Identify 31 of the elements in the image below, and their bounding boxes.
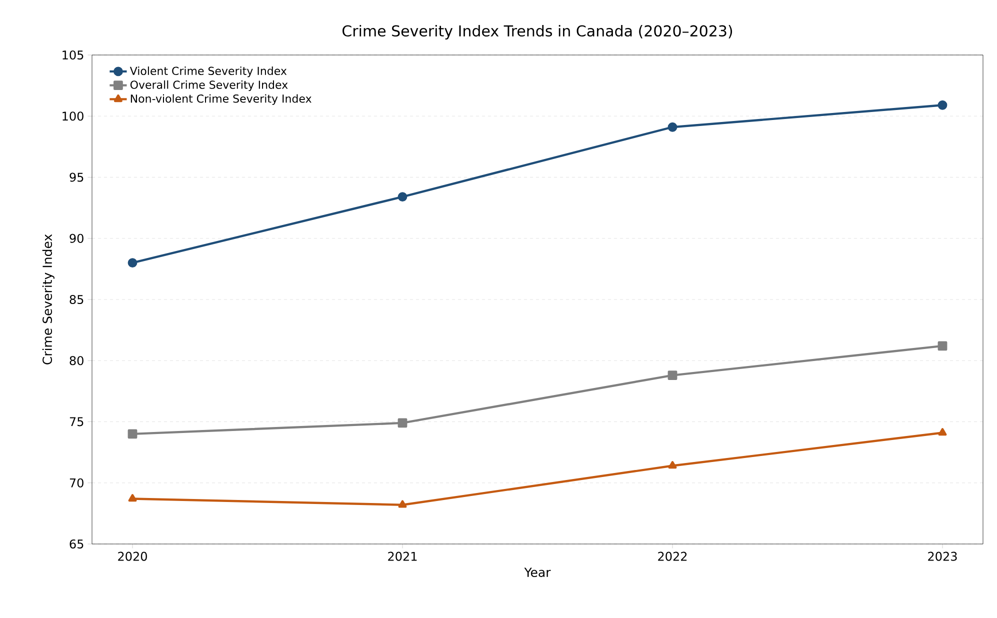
x-tick-label: 2023 (928, 552, 957, 561)
x-tick-label: 2022 (658, 552, 687, 561)
y-tick-label: 90 (70, 234, 84, 243)
point (398, 418, 408, 428)
legend-label: Non-violent Crime Severity Index (130, 94, 312, 105)
legend-label: Overall Crime Severity Index (130, 80, 288, 92)
x-tick-label: 2021 (388, 552, 417, 561)
chart-title: Crime Severity Index Trends in Canada (2020–2023) (342, 24, 732, 40)
point (398, 500, 407, 508)
point (938, 428, 947, 436)
point (128, 429, 138, 439)
x-tick-label: 2020 (118, 552, 147, 561)
point (668, 370, 678, 380)
x-axis-title: Year (524, 568, 551, 578)
y-tick-label: 100 (62, 112, 84, 121)
point (128, 258, 138, 268)
y-tick-label: 95 (70, 172, 84, 182)
y-tick-label: 65 (70, 539, 84, 549)
point (938, 341, 948, 351)
y-tick-label: 85 (70, 294, 84, 304)
point (668, 122, 678, 132)
point (128, 494, 137, 502)
point (668, 461, 677, 469)
y-tick-label: 75 (70, 417, 84, 426)
y-tick-label: 70 (70, 478, 84, 488)
y-tick-label: 105 (62, 50, 84, 60)
point (398, 192, 408, 202)
y-tick-label: 80 (70, 356, 84, 366)
legend-label: Violent Crime Severity Index (130, 66, 287, 78)
point (938, 100, 948, 110)
y-axis-title: Crime Severity Index (42, 234, 54, 364)
